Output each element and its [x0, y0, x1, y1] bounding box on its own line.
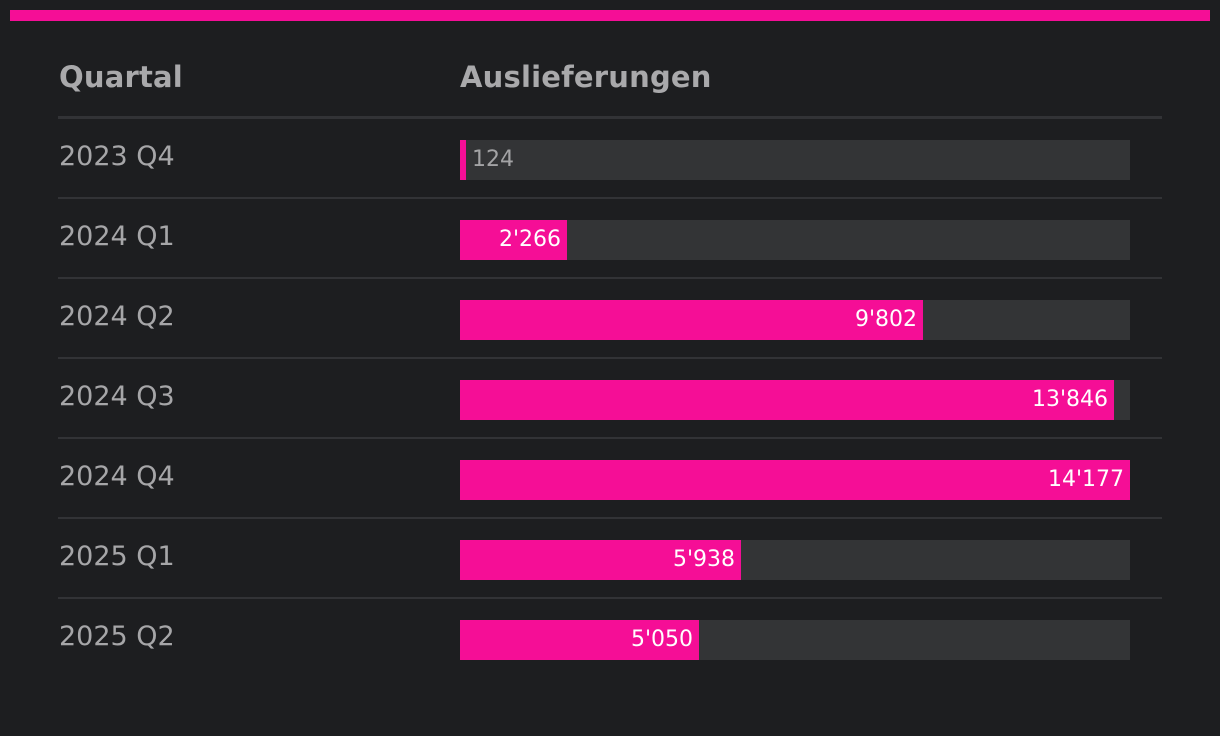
bar-value-label: 5'050: [630, 627, 693, 652]
table-row: 2025 Q2 5'050: [58, 599, 1162, 677]
bar-value-label: 14'177: [1047, 467, 1124, 492]
quarter-label: 2023 Q4: [59, 141, 175, 172]
bar-track: 9'802: [460, 300, 1130, 340]
bar-value-label: 13'846: [1031, 387, 1108, 412]
bar: [460, 300, 923, 340]
bar: [460, 460, 1130, 500]
quarter-label: 2024 Q3: [59, 381, 175, 412]
bar: [460, 220, 567, 260]
bar: [460, 620, 699, 660]
bar: [460, 140, 466, 180]
table-row: 2024 Q3 13'846: [58, 359, 1162, 439]
bar: [460, 540, 741, 580]
table-row: 2024 Q2 9'802: [58, 279, 1162, 359]
bar-track: 5'938: [460, 540, 1130, 580]
quarter-label: 2024 Q4: [59, 461, 175, 492]
bar-value-label: 124: [472, 147, 514, 172]
accent-top-bar: [10, 10, 1210, 21]
bar-track: 5'050: [460, 620, 1130, 660]
bar-track: 13'846: [460, 380, 1130, 420]
bar: [460, 380, 1114, 420]
table-row: 2023 Q4 124: [58, 119, 1162, 199]
bar-track: 124: [460, 140, 1130, 180]
bar-track: 14'177: [460, 460, 1130, 500]
table-body: 2023 Q4 124 2024 Q1 2'266 2024 Q2 9'802 2024 Q…: [58, 119, 1162, 677]
table-header: Quartal Auslieferungen: [58, 40, 1162, 119]
quarter-label: 2024 Q2: [59, 301, 175, 332]
quarter-label: 2024 Q1: [59, 221, 175, 252]
deliveries-table: Quartal Auslieferungen 2023 Q4 124 2024 Q1…: [58, 40, 1162, 677]
column-header-auslieferungen: Auslieferungen: [460, 60, 712, 94]
column-header-quartal: Quartal: [59, 60, 183, 94]
table-row: 2024 Q1 2'266: [58, 199, 1162, 279]
quarter-label: 2025 Q1: [59, 541, 175, 572]
bar-value-label: 2'266: [498, 227, 561, 252]
bar-track: 2'266: [460, 220, 1130, 260]
quarter-label: 2025 Q2: [59, 621, 175, 652]
table-row: 2024 Q4 14'177: [58, 439, 1162, 519]
table-row: 2025 Q1 5'938: [58, 519, 1162, 599]
bar-value-label: 9'802: [854, 307, 917, 332]
bar-value-label: 5'938: [672, 547, 735, 572]
